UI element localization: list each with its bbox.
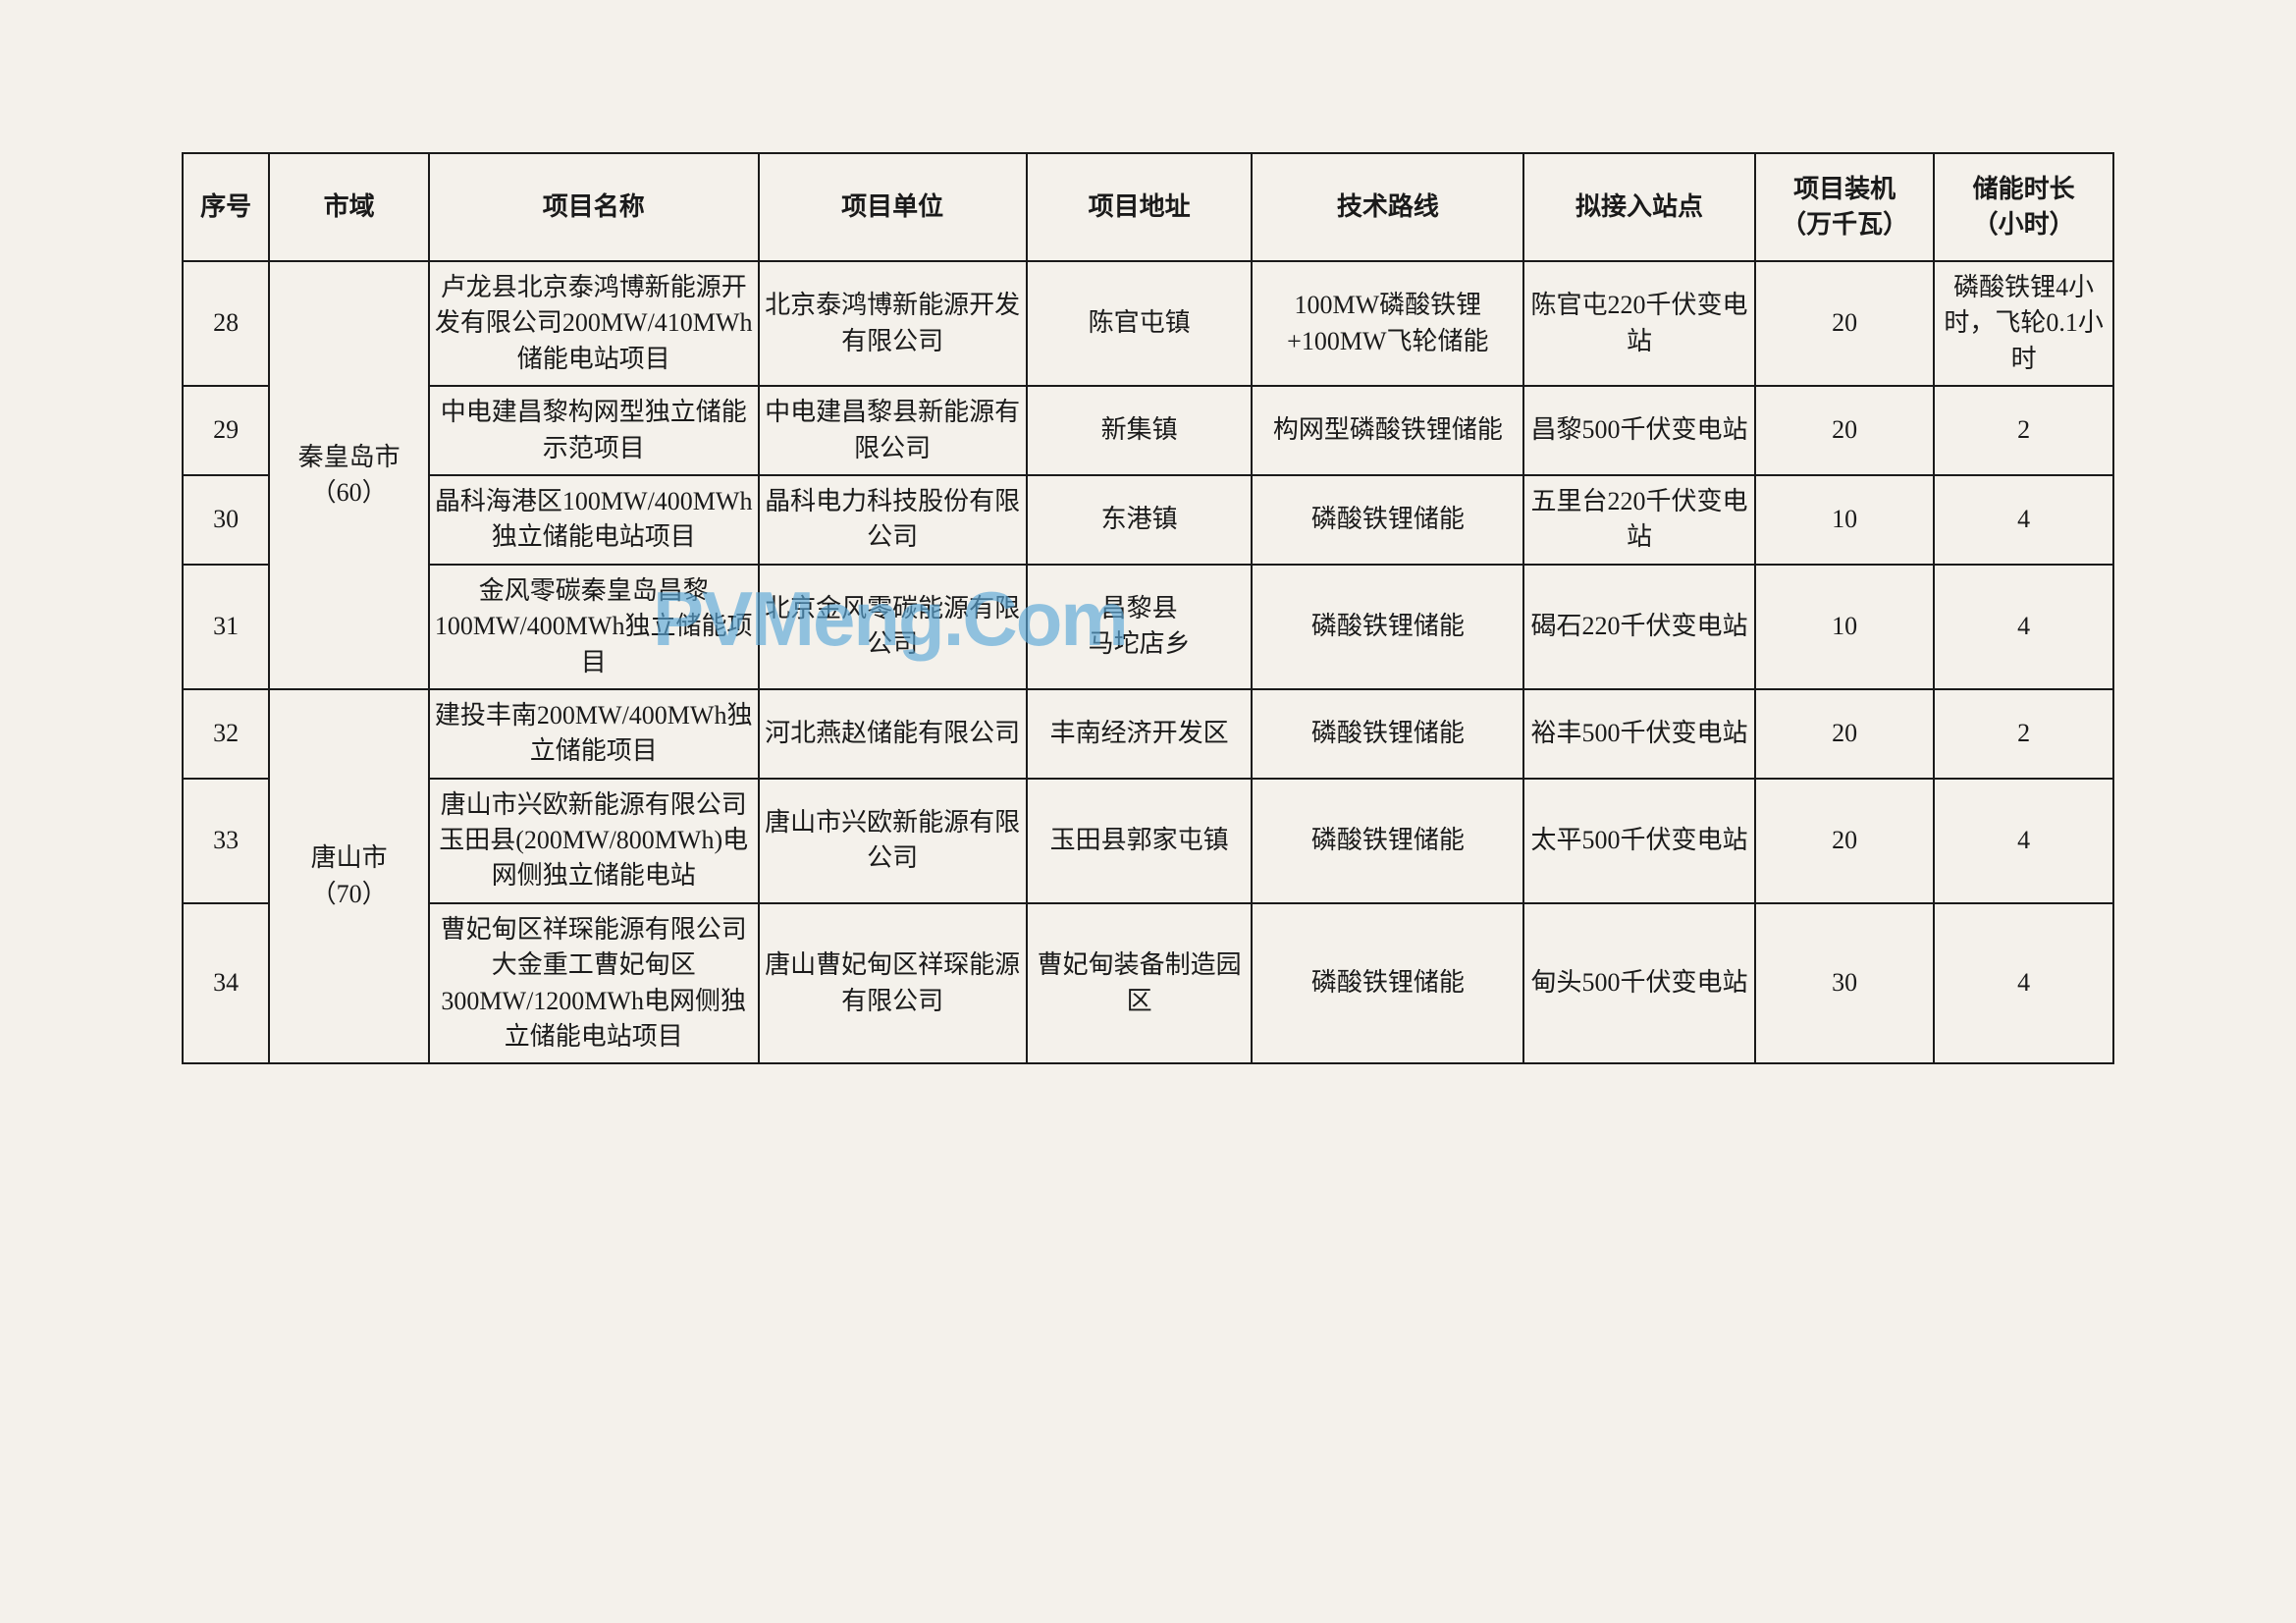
cell-name: 曹妃甸区祥琛能源有限公司大金重工曹妃甸区300MW/1200MWh电网侧独立储能…	[429, 903, 759, 1064]
cell-station: 太平500千伏变电站	[1523, 779, 1755, 903]
header-tech: 技术路线	[1252, 153, 1523, 261]
header-seq: 序号	[183, 153, 269, 261]
header-name: 项目名称	[429, 153, 759, 261]
cell-duration: 4	[1934, 779, 2113, 903]
cell-addr: 玉田县郭家屯镇	[1027, 779, 1253, 903]
cell-name: 晶科海港区100MW/400MWh独立储能电站项目	[429, 475, 759, 565]
cell-capacity: 20	[1755, 689, 1935, 779]
cell-seq: 30	[183, 475, 269, 565]
header-duration: 储能时长 （小时）	[1934, 153, 2113, 261]
cell-duration: 4	[1934, 475, 2113, 565]
data-table: 序号 市域 项目名称 项目单位 项目地址 技术路线 拟接入站点 项目装机 （万千…	[182, 152, 2114, 1064]
cell-city: 秦皇岛市 （60）	[269, 261, 429, 689]
cell-addr: 陈官屯镇	[1027, 261, 1253, 386]
cell-capacity: 10	[1755, 475, 1935, 565]
cell-capacity: 10	[1755, 565, 1935, 689]
cell-unit: 北京金风零碳能源有限公司	[759, 565, 1027, 689]
cell-duration: 2	[1934, 386, 2113, 475]
cell-name: 卢龙县北京泰鸿博新能源开发有限公司200MW/410MWh储能电站项目	[429, 261, 759, 386]
cell-tech: 磷酸铁锂储能	[1252, 689, 1523, 779]
cell-tech: 磷酸铁锂储能	[1252, 779, 1523, 903]
cell-addr: 昌黎县 马坨店乡	[1027, 565, 1253, 689]
cell-seq: 34	[183, 903, 269, 1064]
cell-addr: 曹妃甸装备制造园区	[1027, 903, 1253, 1064]
table-row: 30 晶科海港区100MW/400MWh独立储能电站项目晶科电力科技股份有限公司东…	[183, 475, 2113, 565]
cell-addr: 新集镇	[1027, 386, 1253, 475]
table-row: 31 金风零碳秦皇岛昌黎100MW/400MWh独立储能项目北京金风零碳能源有限公…	[183, 565, 2113, 689]
cell-unit: 中电建昌黎县新能源有限公司	[759, 386, 1027, 475]
cell-tech: 100MW磷酸铁锂+100MW飞轮储能	[1252, 261, 1523, 386]
table-row: 32唐山市 （70）建投丰南200MW/400MWh独立储能项目河北燕赵储能有限…	[183, 689, 2113, 779]
cell-station: 碣石220千伏变电站	[1523, 565, 1755, 689]
cell-addr: 东港镇	[1027, 475, 1253, 565]
cell-tech: 磷酸铁锂储能	[1252, 903, 1523, 1064]
cell-tech: 磷酸铁锂储能	[1252, 475, 1523, 565]
cell-duration: 4	[1934, 565, 2113, 689]
cell-station: 五里台220千伏变电站	[1523, 475, 1755, 565]
table-row: 29 中电建昌黎构网型独立储能示范项目中电建昌黎县新能源有限公司新集镇构网型磷酸铁…	[183, 386, 2113, 475]
header-city: 市域	[269, 153, 429, 261]
cell-duration: 2	[1934, 689, 2113, 779]
header-row: 序号 市域 项目名称 项目单位 项目地址 技术路线 拟接入站点 项目装机 （万千…	[183, 153, 2113, 261]
table-body: 28秦皇岛市 （60）卢龙县北京泰鸿博新能源开发有限公司200MW/410MWh…	[183, 261, 2113, 1063]
header-addr: 项目地址	[1027, 153, 1253, 261]
page-container: PVMeng.Com 序号 市域 项目名称 项目单位 项目地址 技术路线 拟接入…	[0, 0, 2296, 1623]
cell-station: 昌黎500千伏变电站	[1523, 386, 1755, 475]
header-capacity: 项目装机 （万千瓦）	[1755, 153, 1935, 261]
table-row: 34 曹妃甸区祥琛能源有限公司大金重工曹妃甸区300MW/1200MWh电网侧独立…	[183, 903, 2113, 1064]
cell-duration: 4	[1934, 903, 2113, 1064]
cell-unit: 河北燕赵储能有限公司	[759, 689, 1027, 779]
cell-seq: 28	[183, 261, 269, 386]
header-station: 拟接入站点	[1523, 153, 1755, 261]
cell-name: 唐山市兴欧新能源有限公司玉田县(200MW/800MWh)电网侧独立储能电站	[429, 779, 759, 903]
cell-capacity: 30	[1755, 903, 1935, 1064]
cell-city: 唐山市 （70）	[269, 689, 429, 1064]
cell-unit: 晶科电力科技股份有限公司	[759, 475, 1027, 565]
cell-tech: 构网型磷酸铁锂储能	[1252, 386, 1523, 475]
cell-name: 建投丰南200MW/400MWh独立储能项目	[429, 689, 759, 779]
cell-unit: 北京泰鸿博新能源开发有限公司	[759, 261, 1027, 386]
cell-name: 中电建昌黎构网型独立储能示范项目	[429, 386, 759, 475]
cell-tech: 磷酸铁锂储能	[1252, 565, 1523, 689]
cell-duration: 磷酸铁锂4小时，飞轮0.1小时	[1934, 261, 2113, 386]
cell-station: 甸头500千伏变电站	[1523, 903, 1755, 1064]
cell-seq: 32	[183, 689, 269, 779]
cell-capacity: 20	[1755, 386, 1935, 475]
table-row: 28秦皇岛市 （60）卢龙县北京泰鸿博新能源开发有限公司200MW/410MWh…	[183, 261, 2113, 386]
cell-unit: 唐山市兴欧新能源有限公司	[759, 779, 1027, 903]
cell-name: 金风零碳秦皇岛昌黎100MW/400MWh独立储能项目	[429, 565, 759, 689]
cell-seq: 29	[183, 386, 269, 475]
cell-unit: 唐山曹妃甸区祥琛能源有限公司	[759, 903, 1027, 1064]
cell-addr: 丰南经济开发区	[1027, 689, 1253, 779]
table-row: 33 唐山市兴欧新能源有限公司玉田县(200MW/800MWh)电网侧独立储能电站…	[183, 779, 2113, 903]
cell-seq: 33	[183, 779, 269, 903]
cell-station: 裕丰500千伏变电站	[1523, 689, 1755, 779]
cell-station: 陈官屯220千伏变电站	[1523, 261, 1755, 386]
cell-capacity: 20	[1755, 261, 1935, 386]
cell-capacity: 20	[1755, 779, 1935, 903]
cell-seq: 31	[183, 565, 269, 689]
header-unit: 项目单位	[759, 153, 1027, 261]
